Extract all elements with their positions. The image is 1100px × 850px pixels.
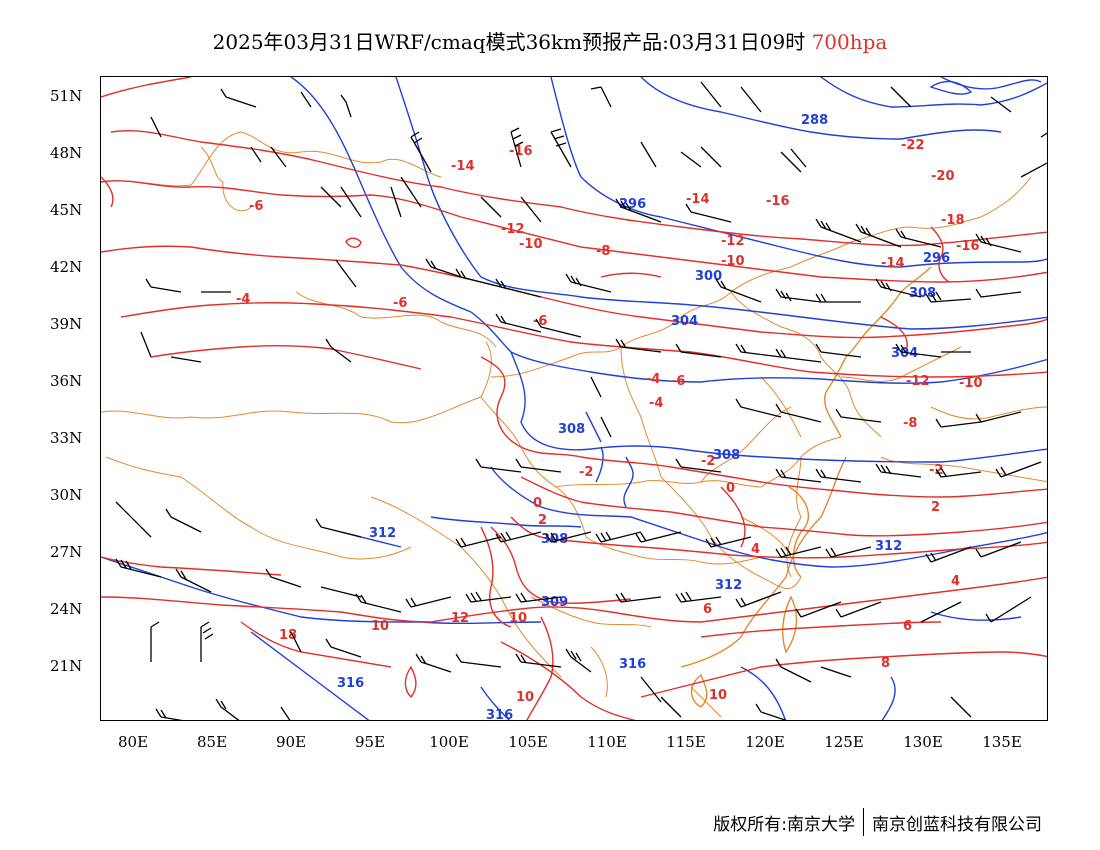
temp-label: -14 <box>881 256 905 271</box>
lon-label-105e: 105E <box>508 733 548 751</box>
temp-label: -4 <box>649 396 663 411</box>
temp-label: 10 <box>516 690 534 705</box>
geo-label: 316 <box>337 676 364 691</box>
temp-label: -12 <box>906 374 930 389</box>
temp-label: -2 <box>579 465 593 480</box>
lon-label-85e: 85E <box>196 733 228 751</box>
temp-label: -20 <box>931 169 955 184</box>
temp-label: -6 <box>533 314 547 329</box>
lat-label-33n: 33N <box>50 429 83 447</box>
temp-label: 6 <box>903 619 912 634</box>
lat-label-48n: 48N <box>50 144 83 162</box>
temp-label: 4 <box>751 542 760 557</box>
temp-label: -12 <box>721 234 745 249</box>
temp-label: 4 <box>951 574 960 589</box>
geo-label: 316 <box>486 708 513 721</box>
lon-label-80e: 80E <box>117 733 149 751</box>
geo-label: 312 <box>715 578 742 593</box>
temp-label: -6 <box>393 296 407 311</box>
lat-label-21n: 21N <box>50 657 83 675</box>
temp-label: -16 <box>766 194 790 209</box>
geo-label: 300 <box>695 269 722 284</box>
temp-label: -10 <box>519 237 543 252</box>
geopotential-contour-labels: 288 296 296 300 304 304 308 308 308 308 … <box>337 113 950 721</box>
temp-label: -2 <box>701 454 715 469</box>
temp-label: -4 <box>646 372 660 387</box>
lon-label-115e: 115E <box>666 733 706 751</box>
temp-label: -18 <box>941 213 965 228</box>
temp-label: 10 <box>509 611 527 626</box>
temp-label: 2 <box>538 513 547 528</box>
title-level: 700hpa <box>811 30 888 54</box>
temperature-contour-labels: -22 -20 -18 -16 -16 -16 -14 -14 -14 -12 … <box>236 138 983 705</box>
lat-label-24n: 24N <box>50 600 83 618</box>
temp-label: -10 <box>721 254 745 269</box>
temp-label: 12 <box>451 611 469 626</box>
temp-label: 10 <box>709 688 727 703</box>
temp-label: 0 <box>726 481 735 496</box>
geo-label: 316 <box>619 657 646 672</box>
map-plot-area: -22 -20 -18 -16 -16 -16 -14 -14 -14 -12 … <box>100 76 1048 721</box>
lon-label-120e: 120E <box>745 733 785 751</box>
lat-label-51n: 51N <box>50 87 83 105</box>
lon-label-110e: 110E <box>587 733 627 751</box>
temp-label: -22 <box>901 138 925 153</box>
temp-label: 2 <box>931 500 940 515</box>
lon-label-90e: 90E <box>275 733 307 751</box>
temp-label: 6 <box>703 602 712 617</box>
geo-label: 304 <box>671 314 698 329</box>
temp-label: -10 <box>959 376 983 391</box>
title-main: 2025年03月31日WRF/cmaq模式36km预报产品:03月31日09时 <box>212 30 806 54</box>
lat-label-36n: 36N <box>50 372 83 390</box>
lon-label-135e: 135E <box>982 733 1022 751</box>
geo-label: 308 <box>909 286 936 301</box>
temp-label: 18 <box>279 628 297 643</box>
temp-label: -14 <box>451 159 475 174</box>
temp-label: 0 <box>533 496 542 511</box>
lat-label-45n: 45N <box>50 201 83 219</box>
footer-divider <box>863 808 864 836</box>
lat-label-27n: 27N <box>50 543 83 561</box>
lat-label-30n: 30N <box>50 486 83 504</box>
coastline <box>680 266 932 708</box>
province-boundaries <box>101 131 1047 718</box>
temp-label: -6 <box>249 199 263 214</box>
map-title: 2025年03月31日WRF/cmaq模式36km预报产品:03月31日09时 … <box>0 26 1100 55</box>
lon-label-95e: 95E <box>354 733 386 751</box>
temp-label: -4 <box>236 292 250 307</box>
temp-label: -8 <box>596 244 610 259</box>
geo-label: 308 <box>558 422 585 437</box>
temp-label: -6 <box>671 374 685 389</box>
lon-label-100e: 100E <box>429 733 469 751</box>
geo-label: 312 <box>369 526 396 541</box>
wind-barbs <box>115 81 1047 720</box>
temp-label: -12 <box>501 222 525 237</box>
footer-owner: 版权所有:南京大学 <box>713 814 855 835</box>
temp-label: 10 <box>371 619 389 634</box>
lat-label-42n: 42N <box>50 258 83 276</box>
temp-label: -16 <box>956 239 980 254</box>
geo-label: 304 <box>891 346 918 361</box>
geo-label: 308 <box>713 448 740 463</box>
geopotential-contours <box>101 77 1047 720</box>
lon-label-130e: 130E <box>903 733 943 751</box>
copyright-footer: 版权所有:南京大学 南京创蓝科技有限公司 <box>713 808 1042 836</box>
lat-label-39n: 39N <box>50 315 83 333</box>
temp-label: 8 <box>881 656 890 671</box>
weather-map-svg: -22 -20 -18 -16 -16 -16 -14 -14 -14 -12 … <box>101 77 1047 721</box>
temp-label: -16 <box>509 144 533 159</box>
geo-label: 296 <box>923 251 950 266</box>
geo-label: 288 <box>801 113 828 128</box>
lon-label-125e: 125E <box>824 733 864 751</box>
geo-label: 312 <box>875 539 902 554</box>
temp-label: -14 <box>686 192 710 207</box>
temp-label: -8 <box>903 416 917 431</box>
footer-company: 南京创蓝科技有限公司 <box>872 814 1042 835</box>
